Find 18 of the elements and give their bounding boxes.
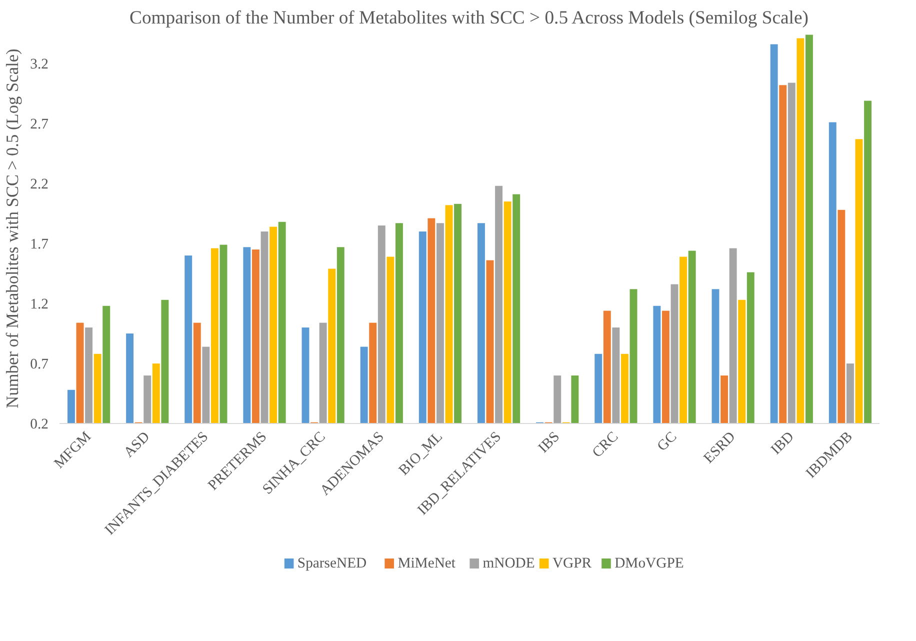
y-tick-label: 1.2	[30, 296, 49, 312]
legend-label: mNODE	[482, 556, 535, 572]
y-tick-label: 0.7	[30, 356, 49, 372]
y-tick-label: 0.2	[30, 416, 49, 432]
legend-label: MiMeNet	[398, 556, 456, 572]
x-tick-label: IBD	[768, 428, 798, 458]
x-tick-label: CRC	[590, 428, 622, 461]
x-tick-label: IBS	[536, 428, 564, 456]
chart-title: Comparison of the Number of Metabolites with SCC > 0.5 Across Models (Semilog Scale)	[130, 8, 808, 28]
y-tick-label: 2.7	[30, 116, 49, 132]
legend-label: VGPR	[552, 556, 592, 572]
x-tick-label: GC	[654, 428, 680, 455]
legend-label: DMoVGPE	[614, 556, 684, 572]
y-tick-label: 3.2	[30, 56, 49, 72]
y-tick-label: 1.7	[30, 236, 49, 252]
legend-label: SparseNED	[297, 556, 367, 572]
y-tick-label: 2.2	[30, 176, 49, 192]
y-axis-title: Number of Metabolites with SCC > 0.5 (Log Scale)	[3, 48, 22, 408]
